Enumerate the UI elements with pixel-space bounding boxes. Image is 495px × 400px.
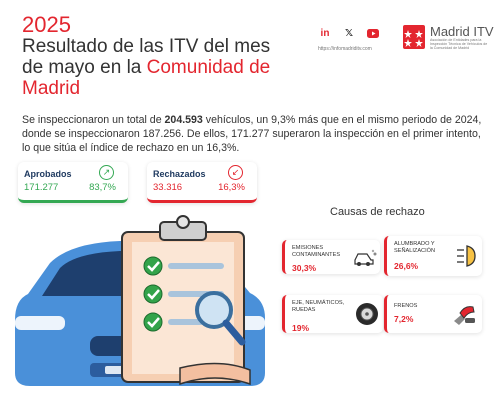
approved-card: Aprobados ↗ 171.277 83,7% (18, 162, 128, 203)
brake-pedal-icon (454, 306, 475, 325)
title-highlight: Comunidad de Madrid (22, 57, 271, 99)
clipboard-illustration (121, 215, 251, 386)
summary-part1: Se inspeccionaron un total de (22, 114, 165, 126)
rejected-value: 33.316 (153, 182, 183, 193)
cause-label-line: EJE, NEUMÁTICOS, (292, 300, 345, 306)
cause-label-line: SEÑALIZACIÓN (394, 248, 436, 254)
youtube-icon[interactable] (366, 26, 380, 40)
car-emissions-icon (354, 249, 377, 266)
summary-paragraph: Se inspeccionaron un total de 204.593 ve… (22, 113, 482, 155)
rejected-card: Rechazados ↙ 33.316 16,3% (147, 162, 257, 203)
cause-percent: 26,6% (394, 261, 419, 271)
cause-label-line: ALUMBRADO Y (394, 241, 435, 247)
brand-name: Madrid ITV (430, 24, 494, 39)
rejected-label: Rechazados (153, 169, 206, 179)
cause-label: ALUMBRADO Y SEÑALIZACIÓN (394, 241, 435, 255)
cause-percent: 30,3% (292, 263, 317, 273)
summary-part2: vehículos, un 9,3% más que en el mismo p… (22, 114, 482, 154)
brand-subtitle: Asociación de Entidades para la Inspecci… (430, 38, 488, 51)
cause-percent: 7,2% (394, 314, 414, 324)
year-heading: 2025 (22, 12, 71, 37)
cause-card-neumaticos: EJE, NEUMÁTICOS, RUEDAS 19% (282, 295, 383, 333)
cause-card-alumbrado: ALUMBRADO Y SEÑALIZACIÓN 26,6% (384, 236, 482, 276)
linkedin-icon[interactable]: in (320, 27, 330, 39)
madrid-itv-logo (403, 25, 425, 49)
cause-label: FRENOS (394, 303, 417, 310)
approved-label: Aprobados (24, 169, 72, 179)
rejected-percent: 16,3% (218, 182, 245, 193)
inspection-illustration (15, 215, 265, 386)
cause-card-frenos: FRENOS 7,2% (384, 295, 482, 333)
cause-label-line: EMISIONES (292, 245, 324, 251)
approved-value: 171.277 (24, 182, 59, 193)
website-handle[interactable]: https://infomadriditv.com (318, 46, 372, 52)
cause-label-line: FRENOS (394, 303, 418, 309)
cause-label: EJE, NEUMÁTICOS, RUEDAS (292, 300, 344, 314)
headlight-icon (457, 245, 476, 267)
cause-label-line: RUEDAS (292, 307, 316, 313)
cause-card-emisiones: EMISIONES CONTAMINANTES 30,3% (282, 240, 380, 274)
cause-label-line: CONTAMINANTES (292, 252, 341, 258)
x-icon[interactable]: 𝕏 (344, 27, 354, 39)
summary-total: 204.593 (164, 114, 203, 126)
causes-title: Causas de rechazo (330, 206, 425, 218)
social-links: in 𝕏 (318, 26, 380, 40)
approved-percent: 83,7% (89, 182, 116, 193)
arrow-down-left-icon: ↙ (228, 165, 243, 180)
page-title: Resultado de las ITV del mes de mayo en … (22, 36, 282, 99)
tire-icon (356, 303, 378, 325)
arrow-up-right-icon: ↗ (99, 165, 114, 180)
title-text: Resultado de las ITV del mes de mayo en … (22, 36, 271, 78)
cause-label: EMISIONES CONTAMINANTES (292, 245, 340, 259)
cause-percent: 19% (292, 323, 310, 333)
